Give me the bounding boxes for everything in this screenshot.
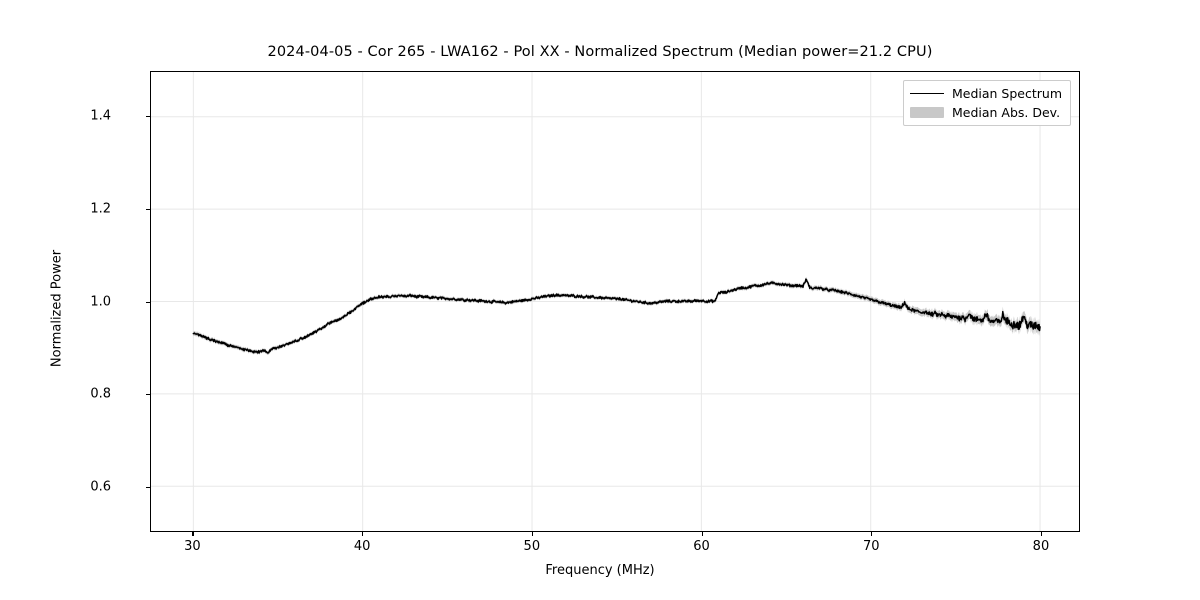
x-axis-tick-mark — [362, 532, 364, 536]
chart-title: 2024-04-05 - Cor 265 - LWA162 - Pol XX -… — [267, 44, 933, 60]
y-axis-tick-mark — [146, 487, 150, 489]
x-axis-tick-label: 70 — [862, 539, 880, 554]
x-axis-label: Frequency (MHz) — [545, 563, 655, 578]
x-axis-tick-label: 40 — [353, 539, 371, 554]
x-axis-tick-label: 60 — [693, 539, 710, 554]
chart-legend: Median Spectrum Median Abs. Dev. — [902, 80, 1071, 126]
x-axis-tick-label: 30 — [184, 539, 201, 554]
legend-item-median-abs-dev: Median Abs. Dev. — [909, 105, 1062, 120]
grid-lines — [151, 72, 1079, 531]
legend-band-swatch-icon — [909, 107, 944, 118]
x-axis-tick-mark — [192, 532, 194, 536]
legend-label-median-spectrum: Median Spectrum — [951, 86, 1062, 101]
y-axis-tick-mark — [146, 115, 150, 118]
x-axis-tick-mark — [701, 532, 703, 536]
median-spectrum-line — [192, 278, 1041, 354]
y-axis-tick-label: 1.2 — [90, 201, 111, 217]
legend-line-swatch-icon — [909, 88, 944, 100]
y-axis-tick-mark — [146, 208, 150, 210]
x-axis-tick-label: 80 — [1032, 539, 1050, 554]
x-axis-tick-mark — [871, 532, 873, 536]
y-axis-tick-mark — [146, 301, 150, 303]
y-axis-tick-label: 0.6 — [90, 479, 111, 495]
x-axis-tick-mark — [531, 532, 533, 536]
legend-label-median-abs-dev: Median Abs. Dev. — [951, 105, 1061, 120]
y-axis-tick-mark — [146, 394, 150, 396]
y-axis-tick-label: 1.0 — [90, 294, 111, 309]
x-axis-tick-mark — [1040, 532, 1043, 536]
median-abs-dev-band — [193, 276, 1041, 355]
y-axis-tick-label: 1.4 — [90, 108, 111, 124]
legend-item-median-spectrum: Median Spectrum — [909, 86, 1062, 101]
spectrum-plot-svg — [151, 72, 1079, 531]
y-axis-tick-label: 0.8 — [90, 386, 111, 402]
plot-area: Median Spectrum Median Abs. Dev. — [150, 71, 1080, 532]
x-axis-tick-label: 50 — [523, 539, 541, 554]
